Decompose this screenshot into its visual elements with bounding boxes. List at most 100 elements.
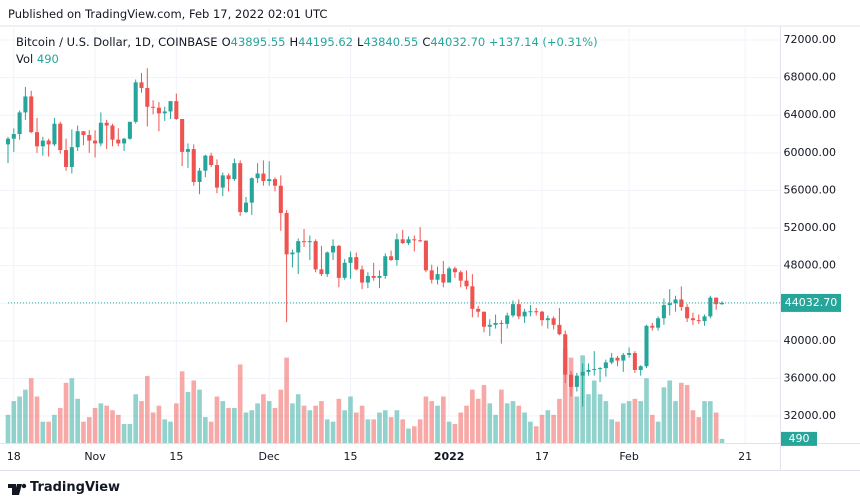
volume-bar — [626, 401, 632, 443]
volume-bar — [487, 403, 493, 443]
volume-bar — [330, 421, 336, 443]
volume-bar — [174, 403, 179, 443]
candle-body — [331, 245, 336, 253]
candle-body — [435, 274, 440, 280]
candle-body — [226, 175, 231, 180]
y-tick-label: 36000.00 — [784, 371, 837, 384]
y-tick-label: 56000.00 — [784, 183, 837, 196]
volume-bar — [661, 387, 667, 443]
volume-bar — [324, 419, 330, 443]
volume-bar — [162, 419, 168, 443]
volume-bar — [371, 419, 377, 443]
volume-bar — [510, 401, 516, 443]
candle-body — [34, 132, 40, 147]
candle-body — [69, 147, 74, 167]
ohlc-key: C — [422, 35, 431, 49]
volume-bar — [197, 389, 202, 443]
candle-body — [487, 324, 492, 327]
volume-bar — [115, 414, 121, 443]
volume-bar — [452, 423, 458, 443]
volume-row: Vol 490 — [16, 51, 598, 68]
candle-body — [325, 252, 330, 275]
volume-bar — [127, 423, 133, 443]
volume-bar — [150, 412, 156, 443]
candle-body — [87, 134, 92, 141]
candle-body — [360, 269, 365, 283]
candle-body — [452, 268, 457, 273]
candle-body — [667, 303, 672, 306]
plot-area — [0, 28, 780, 443]
candle-body — [75, 131, 80, 148]
candle-body — [551, 318, 556, 325]
volume-bar — [342, 410, 347, 443]
candle-body — [534, 311, 539, 313]
x-tick-label: 2022 — [434, 450, 465, 463]
candle-body — [638, 366, 643, 370]
candle-body — [627, 353, 632, 355]
volume-bar — [214, 396, 220, 443]
candle-body — [580, 371, 585, 376]
candle-body — [673, 299, 678, 304]
candle-body — [336, 245, 341, 278]
candle-body — [243, 202, 249, 213]
candle-body — [238, 163, 243, 213]
volume-bar — [255, 403, 260, 443]
candle-body — [301, 241, 307, 243]
candle-body — [354, 257, 359, 270]
volume-bar — [133, 394, 139, 443]
volume-bar — [441, 396, 446, 443]
volume-bar — [638, 401, 644, 443]
volume-bar — [388, 417, 394, 443]
volume-bar — [179, 371, 185, 443]
tradingview-logo — [8, 483, 27, 495]
volume-bar — [615, 421, 620, 443]
candle-body — [394, 239, 399, 260]
candle-body — [145, 87, 150, 107]
candle-body — [574, 375, 579, 387]
volume-bar — [609, 419, 614, 443]
y-tick-label: 32000.00 — [784, 409, 837, 422]
volume-bar — [301, 405, 307, 443]
volume-bar — [156, 405, 162, 443]
candle-body — [406, 239, 411, 244]
candle-body — [586, 369, 591, 372]
ohlc-key: L — [357, 35, 364, 49]
volume-bar — [295, 394, 301, 443]
candle-body — [621, 354, 626, 361]
volume-bar — [23, 389, 28, 443]
candle-body — [261, 173, 266, 182]
candle-body — [168, 101, 173, 112]
volume-bar — [11, 401, 17, 443]
candle-body — [191, 149, 196, 182]
volume-bar — [470, 389, 475, 443]
candle-body — [151, 106, 156, 108]
y-tick-label: 48000.00 — [784, 259, 837, 272]
candle-body — [319, 269, 324, 275]
candle-body — [209, 155, 214, 166]
ohlc-value: 43895.55 — [230, 35, 286, 49]
volume-bar — [353, 412, 359, 443]
volume-bar — [394, 410, 400, 443]
volume-bar — [313, 405, 318, 443]
x-tick-label: Nov — [84, 450, 106, 463]
volume-bar — [574, 396, 580, 443]
candle-body — [116, 139, 121, 144]
volume-bar — [655, 421, 661, 443]
candle-body — [447, 268, 452, 283]
candle-body — [714, 297, 719, 305]
candle-body — [110, 125, 115, 140]
volume-bar — [528, 421, 533, 443]
volume-bar — [168, 421, 173, 443]
candle-body — [104, 122, 109, 126]
candle-body — [290, 252, 295, 255]
candle-body — [52, 123, 57, 145]
candle-body — [603, 362, 608, 369]
candle-body — [632, 353, 637, 370]
change: +137.14 (+0.31%) — [488, 35, 598, 49]
candle-body — [702, 316, 707, 322]
volume-bar — [586, 394, 591, 443]
volume-bar — [261, 394, 266, 443]
volume-bar — [690, 410, 696, 443]
volume-bar — [139, 401, 144, 443]
